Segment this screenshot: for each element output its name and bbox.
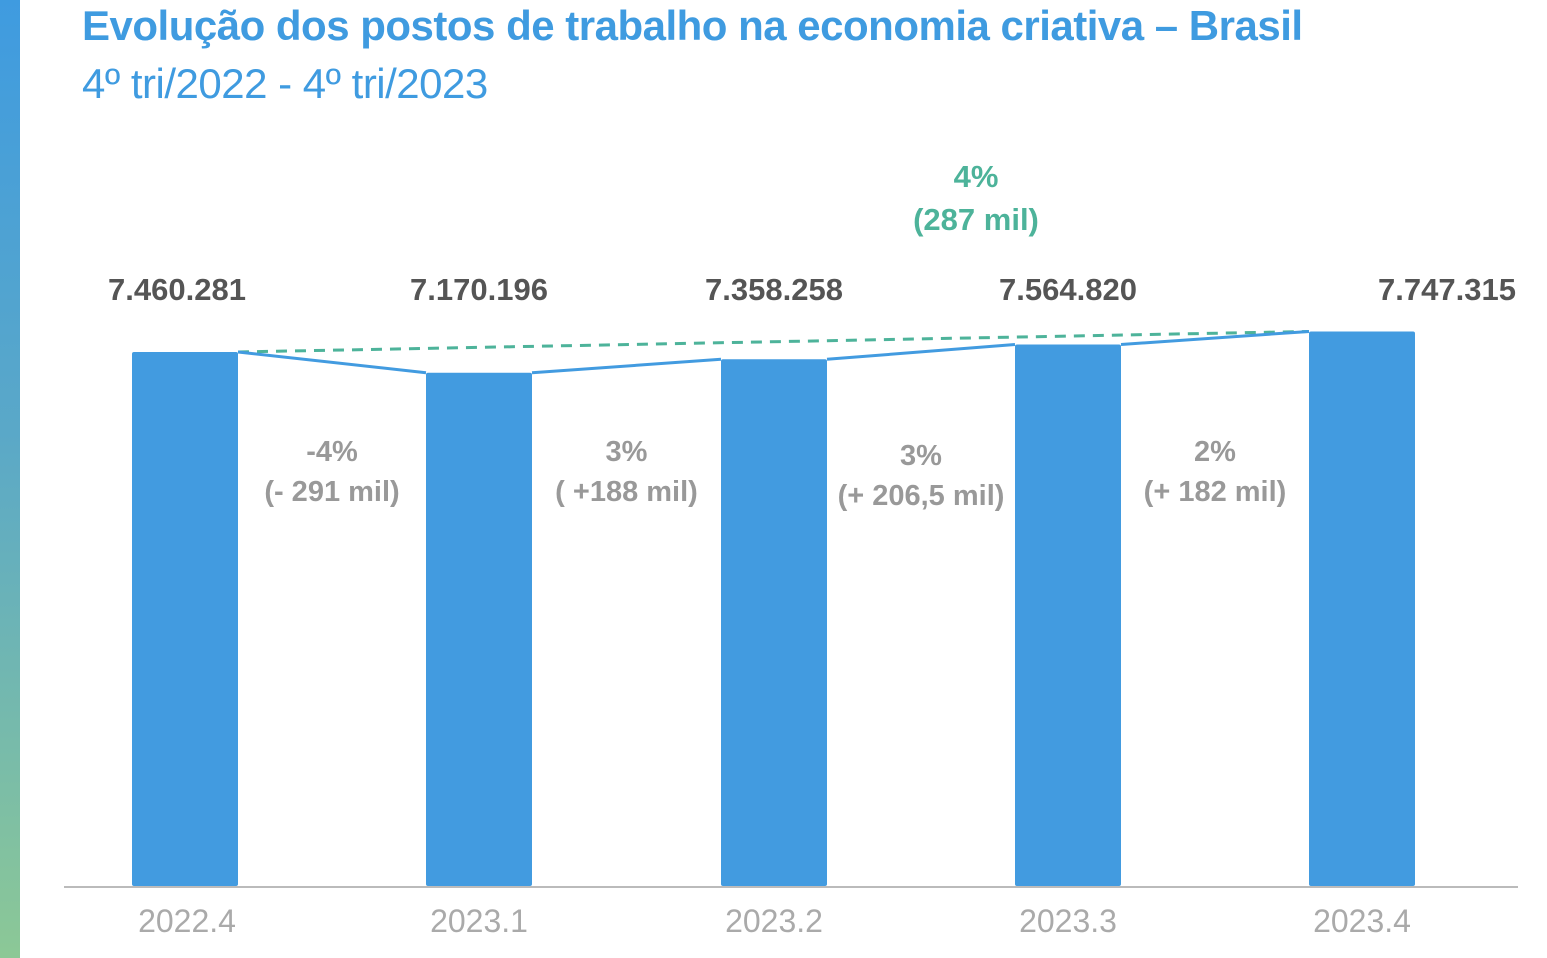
change-pct-label-2: 3% [606, 436, 648, 468]
bar-2023.3 [1015, 344, 1121, 886]
change-line-segment-1 [237, 350, 427, 375]
total-change-abs-label: (287 mil) [913, 202, 1039, 237]
side-accent-bar [0, 0, 20, 958]
chart-subtitle: 4º tri/2022 - 4º tri/2023 [82, 60, 488, 107]
chart-title: Evolução dos postos de trabalho na econo… [82, 2, 1303, 49]
bar-2023.4 [1309, 331, 1415, 887]
total-change-pct-label: 4% [954, 159, 999, 194]
bar-2022.4 [132, 352, 238, 886]
change-abs-label-3: (+ 206,5 mil) [838, 480, 1005, 512]
x-tick-label-2023.4: 2023.4 [1313, 903, 1411, 939]
bar-2023.2 [721, 359, 827, 886]
x-tick-label-2023.3: 2023.3 [1019, 903, 1117, 939]
value-label-2023.1: 7.170.196 [410, 272, 548, 307]
change-pct-label-1: -4% [306, 436, 358, 468]
value-label-2023.2: 7.358.258 [705, 272, 843, 307]
value-label-2022.4: 7.460.281 [108, 272, 246, 307]
change-abs-label-1: (- 291 mil) [264, 476, 399, 508]
total-trend-dashed-line [237, 329, 1310, 354]
bar-2023.1 [426, 372, 532, 886]
change-line-segment-4 [1120, 329, 1310, 347]
change-line-segment-3 [826, 343, 1016, 361]
change-line-segment-2 [531, 357, 722, 375]
change-abs-label-2: ( +188 mil) [555, 476, 698, 508]
change-pct-label-3: 3% [900, 440, 942, 472]
x-tick-label-2023.2: 2023.2 [725, 903, 823, 939]
value-label-2023.3: 7.564.820 [999, 272, 1137, 307]
change-abs-label-4: (+ 182 mil) [1144, 476, 1287, 508]
value-label-2023.4: 7.747.315 [1378, 272, 1516, 307]
x-tick-label-2022.4: 2022.4 [138, 903, 236, 939]
x-tick-label-2023.1: 2023.1 [430, 903, 528, 939]
change-pct-label-4: 2% [1194, 436, 1236, 468]
